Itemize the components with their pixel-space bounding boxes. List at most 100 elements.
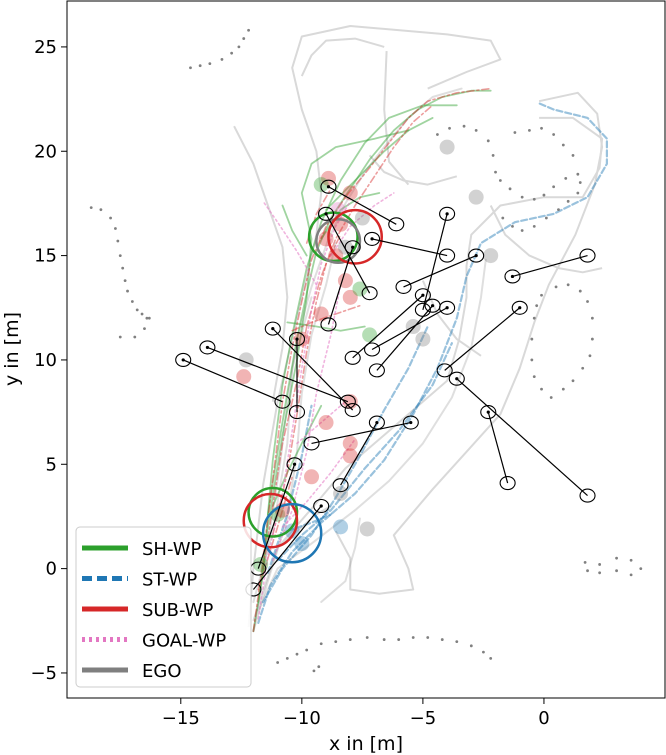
agent-start-marker (414, 288, 431, 303)
scan-point (520, 229, 524, 232)
marker-disk (342, 435, 358, 451)
agent-end-marker (288, 405, 306, 420)
agent-arrow-line (512, 255, 588, 278)
ego-trajectory-line (320, 517, 361, 603)
sub-wp-trajectory-line (262, 104, 434, 570)
marker-disk (352, 281, 368, 297)
scan-point (598, 563, 602, 566)
agent-start-marker (439, 206, 456, 221)
agent-end-marker (332, 478, 349, 493)
scan-point (520, 195, 524, 199)
plot-frame (66, 0, 666, 699)
scan-point (615, 556, 618, 560)
scan-point (532, 224, 536, 228)
agent-start-marker (320, 179, 337, 194)
agent-start-dot (181, 358, 185, 362)
agent-start-marker (511, 300, 528, 315)
scan-point (118, 335, 122, 339)
scan-point (242, 37, 246, 40)
marker-disk (304, 469, 320, 485)
legend-label: ST-WP (142, 570, 197, 591)
goal-wp-trajectory-line (281, 438, 356, 528)
goal-wp-trajectory-line (296, 400, 347, 445)
scan-point (578, 181, 582, 184)
marker-disk (342, 448, 358, 464)
scan-point (140, 312, 144, 316)
scan-point (198, 64, 202, 68)
agent-end-marker (344, 350, 361, 365)
ego-trajectory-line (252, 296, 313, 603)
agent-arrow-line (403, 255, 477, 288)
agent-start-dot (510, 274, 515, 279)
marker-disk (468, 189, 484, 205)
ego-trajectory-line (257, 258, 487, 612)
legend-label: SH-WP (142, 539, 202, 560)
marker-disk (362, 327, 378, 343)
agent-start-dot (474, 253, 478, 258)
x-tick-label: 0 (538, 708, 549, 729)
axis-ticks: −15 −10 −5 0 −5 0 5 10 15 20 25 (30, 37, 549, 729)
scan-point (99, 208, 103, 212)
marker-disk (318, 231, 334, 247)
scan-point (486, 139, 490, 143)
agent-arrow-line (252, 505, 322, 590)
scan-point (544, 216, 548, 220)
st-wp-trajectory-line (276, 342, 453, 562)
sh-wp-trajectory-line (257, 129, 410, 603)
marker-disk (333, 485, 349, 501)
agent-start-marker (402, 415, 419, 430)
marker-disk (313, 306, 329, 322)
scan-point (564, 176, 568, 180)
agent-start-dot (486, 410, 490, 414)
agent-start-dot (326, 185, 331, 189)
road-boundary-line (383, 51, 410, 186)
agent-start-dot (409, 420, 413, 425)
y-tick-label: −5 (30, 663, 57, 684)
agent-start-marker (424, 298, 441, 313)
agent-start-marker (199, 340, 216, 355)
sub-wp-trajectory-line (252, 87, 492, 633)
scan-point (530, 337, 534, 341)
scan-point (189, 66, 192, 70)
scan-point (540, 387, 543, 391)
sub-wp-trajectory-line (291, 304, 361, 332)
scan-point (397, 638, 401, 641)
agent-arrow-line (325, 213, 371, 294)
scan-point (629, 558, 633, 562)
agent-start-marker (368, 415, 385, 430)
scan-point (557, 208, 560, 212)
scan-point (147, 316, 151, 320)
y-tick-label: 10 (34, 350, 57, 371)
scan-point (348, 638, 352, 641)
marker-disk (333, 519, 349, 535)
road-boundary-line (489, 205, 603, 274)
scan-point (590, 316, 594, 320)
agent-start-marker (264, 321, 281, 336)
scan-point (143, 327, 146, 331)
scan-point (583, 560, 587, 564)
agent-start-dot (319, 504, 323, 508)
marker-disk (439, 139, 455, 155)
scan-point (317, 665, 321, 669)
scan-point (114, 227, 117, 230)
road-boundary-line (334, 91, 604, 595)
scan-point (319, 642, 323, 646)
scan-point (276, 661, 280, 664)
agent-start-dot (455, 377, 459, 381)
agent-arrow-line (422, 213, 448, 310)
agent-arrow-line (207, 346, 349, 403)
st-wp-trajectory-line (257, 102, 609, 625)
legend: SH-WP ST-WP SUB-WP GOAL-WP EGO (75, 526, 252, 688)
legend-frame (75, 526, 252, 688)
agent-end-marker (499, 476, 516, 491)
scan-point (540, 126, 543, 130)
agent-start-dot (518, 306, 522, 310)
y-tick-label: 15 (34, 246, 57, 267)
scan-point (581, 366, 585, 370)
sh-wp-trajectory-line (325, 117, 434, 211)
sh-wp-trajectory-line (252, 89, 492, 633)
agent-end-marker (395, 279, 412, 294)
scan-point (334, 640, 338, 644)
scan-point (566, 199, 570, 203)
